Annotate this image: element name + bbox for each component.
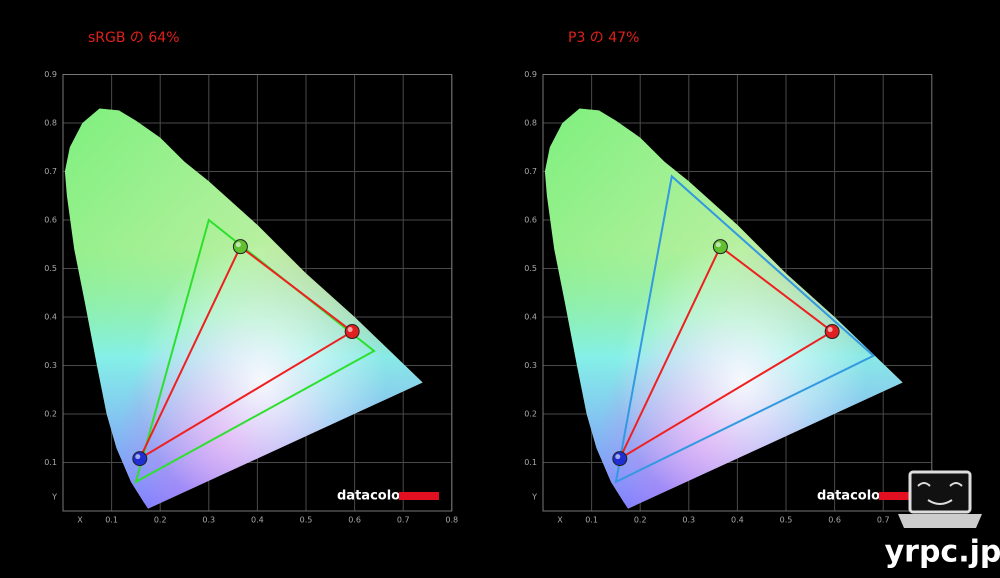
plot-frame (62, 74, 453, 512)
y-tick-label: 0.4 (44, 313, 57, 322)
chart-title: P3 の 47% (568, 30, 639, 46)
y-tick-label: 0.6 (524, 216, 537, 225)
x-tick-label: 0.4 (251, 516, 264, 525)
x-tick-label: 0.2 (154, 516, 167, 525)
marker-highlight (615, 454, 621, 460)
logo-bar (399, 492, 439, 500)
y-tick-label: 0.7 (524, 167, 537, 176)
y-tick-label: 0.8 (44, 119, 57, 128)
chart-title: sRGB の 64% (88, 30, 180, 46)
y-axis-label: Y (531, 493, 537, 502)
x-tick-label: 0.2 (634, 516, 647, 525)
gamut-triangle (137, 245, 354, 462)
primary-marker (712, 239, 728, 255)
primary-marker (344, 324, 360, 340)
logo: datacolor (337, 489, 407, 504)
y-tick-label: 0.9 (44, 70, 57, 79)
y-tick-label: 0.2 (524, 410, 537, 419)
y-tick-label: 0.3 (44, 361, 57, 370)
plot-frame (542, 74, 933, 512)
y-tick-label: 0.5 (524, 264, 537, 273)
y-tick-label: 0.7 (44, 167, 57, 176)
primary-marker (824, 324, 840, 340)
marker-highlight (135, 454, 141, 460)
marker-highlight (347, 327, 353, 333)
x-tick-label: 0.7 (397, 516, 410, 525)
x-tick-label: 0.1 (105, 516, 118, 525)
logo-bar (879, 492, 919, 500)
x-tick-label: 0.8 (445, 516, 458, 525)
x-tick-label: 0.3 (202, 516, 215, 525)
x-tick-label: 0.7 (877, 516, 890, 525)
marker-highlight (715, 242, 721, 248)
chart-area: P3 の 47% 0.1 0.2 0.3 0.4 0.5 0.6 0.7 0.8 0.9 0.1 0.… (524, 30, 933, 525)
x-tick-label: 0.6 (828, 516, 841, 525)
watermark: yrpc.jp (885, 535, 1000, 570)
y-tick-label: 0.5 (44, 264, 57, 273)
y-tick-label: 0.2 (44, 410, 57, 419)
x-tick-label: 0.3 (682, 516, 695, 525)
x-tick-label: 0.1 (585, 516, 598, 525)
x-tick-label: 0.6 (348, 516, 361, 525)
y-tick-label: 0.8 (524, 119, 537, 128)
x-axis-label: X (557, 516, 563, 525)
x-tick-label: 0.5 (300, 516, 313, 525)
y-tick-label: 0.1 (524, 458, 537, 467)
y-tick-label: 0.4 (524, 313, 537, 322)
marker-highlight (235, 242, 241, 248)
primary-marker (612, 451, 628, 467)
x-axis-label: X (77, 516, 83, 525)
y-axis-label: Y (51, 493, 57, 502)
logo: datacolor (817, 489, 887, 504)
y-tick-label: 0.9 (524, 70, 537, 79)
y-tick-label: 0.6 (44, 216, 57, 225)
gamut-triangle (617, 245, 834, 462)
y-tick-label: 0.3 (524, 361, 537, 370)
primary-marker (132, 451, 148, 467)
x-tick-label: 0.5 (780, 516, 793, 525)
marker-highlight (827, 327, 833, 333)
watermark-icon (898, 470, 982, 528)
primary-marker (232, 239, 248, 255)
gamut-triangle (614, 174, 876, 484)
x-tick-label: 0.4 (731, 516, 744, 525)
y-tick-label: 0.1 (44, 458, 57, 467)
chart-area: sRGB の 64% 0.1 0.2 0.3 0.4 0.5 0.6 0.7 0.8 0.9 0.1… (44, 30, 458, 525)
